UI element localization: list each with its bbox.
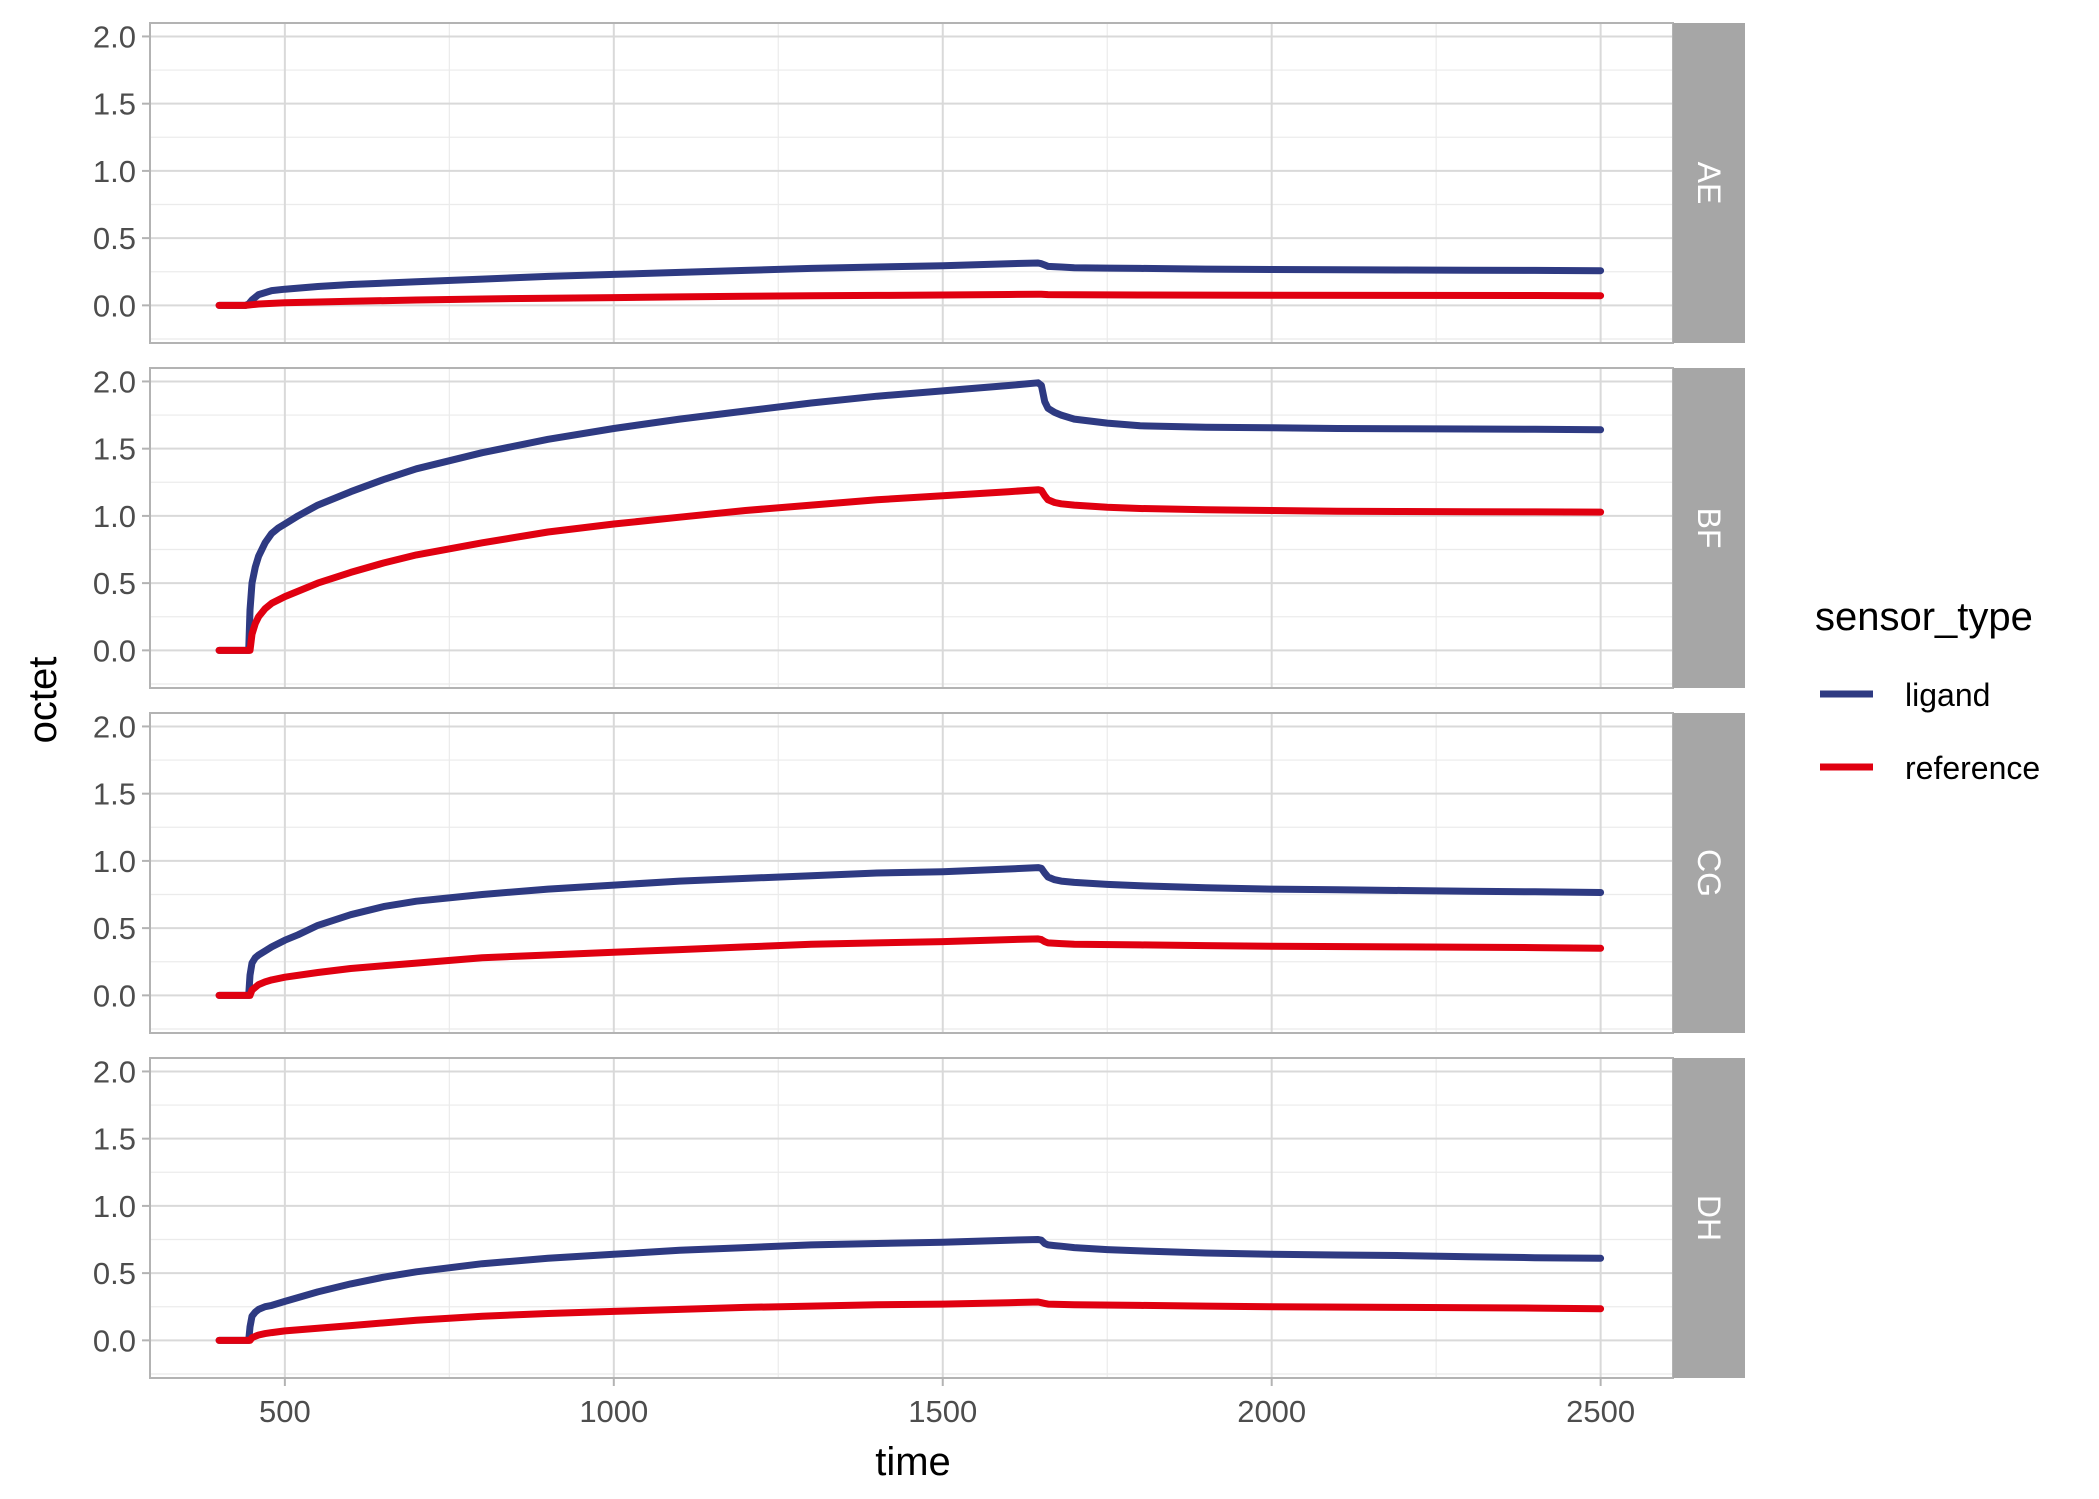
facet-panel-ae: 0.0 0.5 1.0 1.5 2.0 AE bbox=[93, 19, 1745, 344]
facet-panel-cg: 0.0 0.5 1.0 1.5 2.0 CG bbox=[93, 709, 1745, 1034]
series-line-ligand bbox=[215, 1236, 1605, 1344]
x-tick-label: 1500 bbox=[908, 1394, 977, 1429]
facet-strip bbox=[1673, 1058, 1745, 1378]
y-tick-label: 2.0 bbox=[93, 364, 136, 399]
facet-strip bbox=[1673, 713, 1745, 1033]
y-tick-label: 2.0 bbox=[93, 709, 136, 744]
facet-strip-label: DH bbox=[1691, 1195, 1727, 1241]
y-tick-label: 0.0 bbox=[93, 633, 136, 668]
y-tick-label: 0.5 bbox=[93, 1256, 136, 1291]
series-line-reference bbox=[215, 486, 1605, 654]
legend: sensor_type ligand reference bbox=[1815, 595, 2040, 786]
facet-strip bbox=[1673, 23, 1745, 343]
facet-strip bbox=[1673, 368, 1745, 688]
y-tick-label: 1.5 bbox=[93, 1122, 136, 1157]
y-tick-label: 2.0 bbox=[93, 1054, 136, 1089]
series-line-reference bbox=[215, 290, 1605, 309]
y-tick-label: 1.0 bbox=[93, 154, 136, 189]
y-tick-label: 1.0 bbox=[93, 499, 136, 534]
y-tick-label: 0.0 bbox=[93, 288, 136, 323]
y-tick-label: 0.5 bbox=[93, 566, 136, 601]
facet-panel-dh: 0.0 0.5 1.0 1.5 2.0 DH bbox=[93, 1054, 1745, 1379]
legend-title: sensor_type bbox=[1815, 595, 2033, 639]
x-tick-label: 1000 bbox=[579, 1394, 648, 1429]
y-tick-label: 1.5 bbox=[93, 777, 136, 812]
y-tick-label: 0.0 bbox=[93, 1323, 136, 1358]
series-line-ligand bbox=[215, 864, 1605, 999]
x-axis: 500 1000 1500 2000 2500 bbox=[259, 1378, 1635, 1429]
legend-label-reference: reference bbox=[1905, 750, 2040, 786]
y-tick-label: 2.0 bbox=[93, 19, 136, 54]
facet-panels: 0.0 0.5 1.0 1.5 2.0 AE 0.0 0.5 1.0 1.5 2.0 BF 0.0 0.5… bbox=[93, 19, 1745, 1379]
x-tick-label: 500 bbox=[259, 1394, 311, 1429]
x-tick-label: 2500 bbox=[1566, 1394, 1635, 1429]
panel-border bbox=[149, 1057, 1674, 1379]
y-tick-label: 1.5 bbox=[93, 87, 136, 122]
y-tick-label: 0.5 bbox=[93, 221, 136, 256]
y-tick-label: 0.0 bbox=[93, 978, 136, 1013]
legend-label-ligand: ligand bbox=[1905, 677, 1990, 713]
y-axis-title: octet bbox=[21, 657, 65, 744]
y-tick-label: 1.0 bbox=[93, 1189, 136, 1224]
y-tick-label: 1.0 bbox=[93, 844, 136, 879]
facet-strip-label: AE bbox=[1691, 162, 1727, 205]
series-line-ligand bbox=[215, 379, 1605, 654]
facet-panel-bf: 0.0 0.5 1.0 1.5 2.0 BF bbox=[93, 364, 1745, 689]
y-tick-label: 1.5 bbox=[93, 432, 136, 467]
x-axis-title: time bbox=[875, 1440, 951, 1484]
facet-strip-label: BF bbox=[1691, 508, 1727, 549]
facet-strip-label: CG bbox=[1691, 849, 1727, 897]
series-line-ligand bbox=[215, 259, 1605, 309]
series-line-reference bbox=[215, 1298, 1605, 1344]
series-line-reference bbox=[215, 935, 1605, 999]
x-tick-label: 2000 bbox=[1237, 1394, 1306, 1429]
panel-border bbox=[149, 367, 1674, 689]
y-tick-label: 0.5 bbox=[93, 911, 136, 946]
